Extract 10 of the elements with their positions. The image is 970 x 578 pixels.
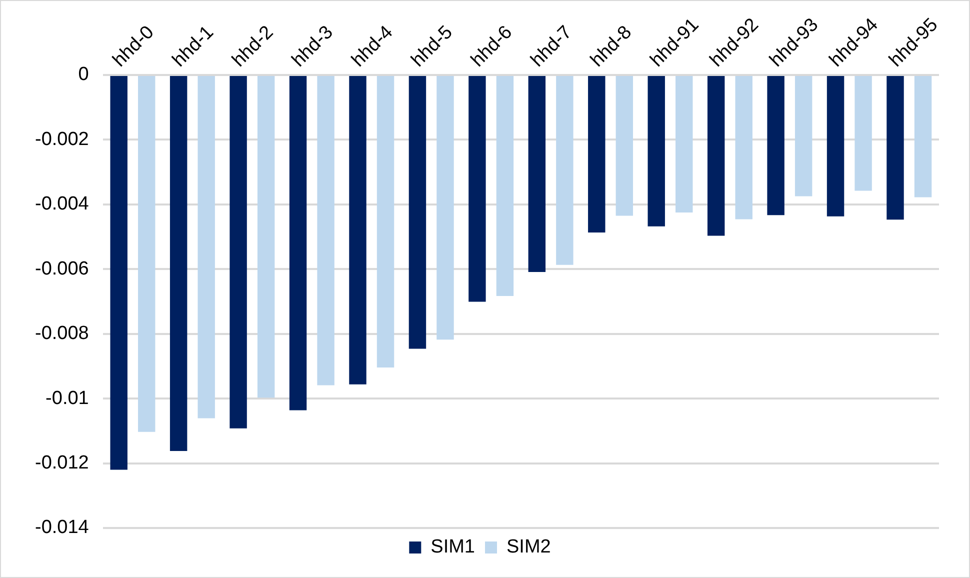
y-tick-label: -0.008	[35, 323, 89, 344]
y-tick-label: -0.006	[35, 258, 89, 280]
legend-label: SIM1	[430, 536, 476, 558]
y-tick-label: -0.004	[35, 194, 90, 215]
y-tick-label: -0.014	[35, 517, 90, 538]
y-tick-label: 0	[78, 64, 89, 86]
y-tick-label: -0.002	[35, 128, 89, 150]
legend-label: SIM2	[506, 536, 551, 558]
y-tick-label: -0.012	[35, 452, 89, 474]
y-tick-label: -0.01	[46, 388, 89, 409]
